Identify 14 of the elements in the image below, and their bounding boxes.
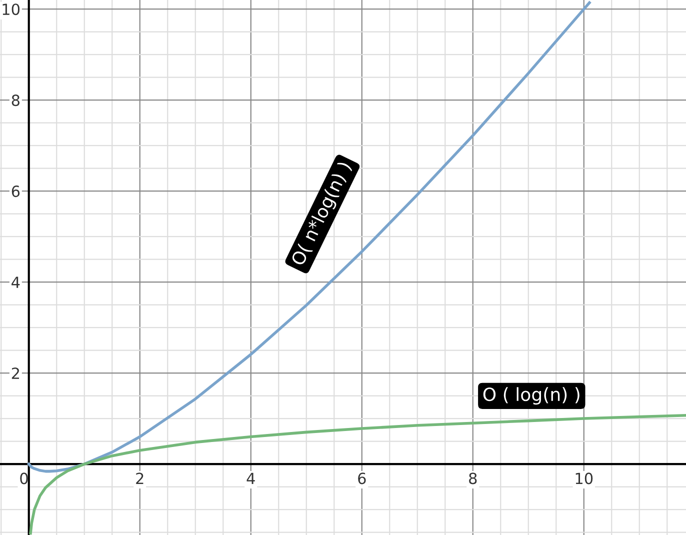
line-series <box>29 414 686 535</box>
y-tick-label: 8 <box>12 94 20 106</box>
line-series <box>27 1 591 473</box>
x-tick-label: 10 <box>576 472 593 484</box>
y-tick-label: 4 <box>12 276 20 288</box>
x-tick-label: 2 <box>136 472 144 484</box>
x-tick-label: 8 <box>469 472 477 484</box>
x-tick-label: 6 <box>358 472 366 484</box>
annotation: O ( log(n) ) <box>483 387 580 405</box>
x-tick-label: 0 <box>20 472 28 484</box>
y-tick-label: 6 <box>12 186 20 198</box>
y-tick-label: 10 <box>2 4 20 16</box>
x-tick-label: 4 <box>246 472 255 484</box>
y-tick-label: 2 <box>12 368 19 379</box>
